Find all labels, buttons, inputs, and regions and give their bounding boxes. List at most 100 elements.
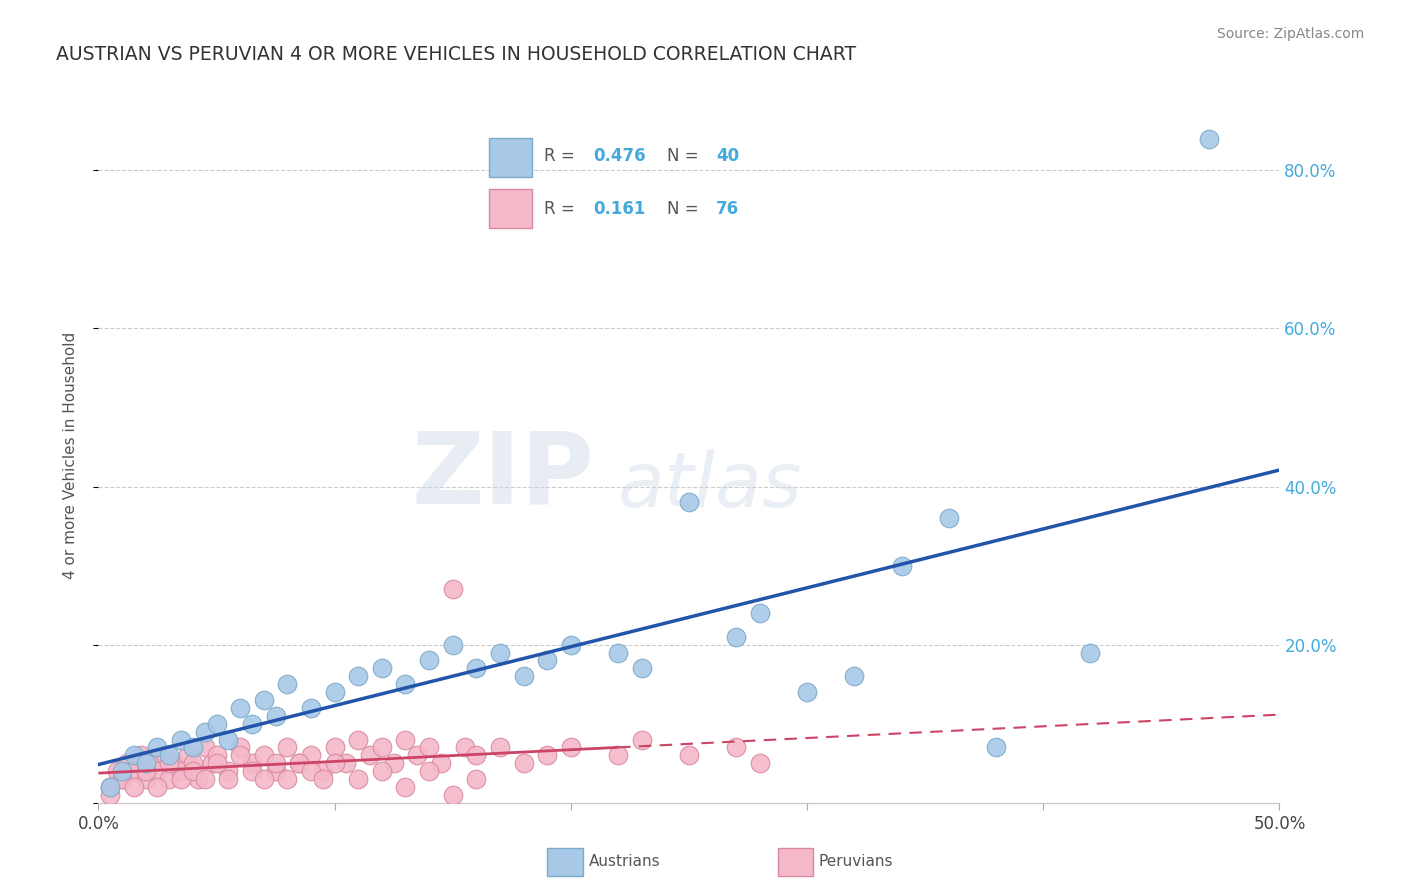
Point <box>276 740 298 755</box>
Point <box>441 638 464 652</box>
Point <box>796 685 818 699</box>
Point <box>135 756 157 771</box>
Point <box>312 772 335 786</box>
Point <box>371 740 394 755</box>
Point <box>465 661 488 675</box>
Point <box>607 748 630 763</box>
Point <box>418 764 440 779</box>
Point <box>177 748 200 763</box>
Point <box>748 606 770 620</box>
Point <box>253 748 276 763</box>
Point <box>725 630 748 644</box>
Point <box>111 772 134 786</box>
Point <box>394 780 416 794</box>
Point <box>217 772 239 786</box>
Point <box>122 764 145 779</box>
Text: AUSTRIAN VS PERUVIAN 4 OR MORE VEHICLES IN HOUSEHOLD CORRELATION CHART: AUSTRIAN VS PERUVIAN 4 OR MORE VEHICLES … <box>56 45 856 63</box>
Point <box>288 756 311 771</box>
Point <box>170 732 193 747</box>
FancyBboxPatch shape <box>778 848 813 876</box>
Point <box>418 740 440 755</box>
Point <box>347 669 370 683</box>
Point <box>678 748 700 763</box>
Point <box>146 780 169 794</box>
Point <box>512 669 534 683</box>
Point <box>139 756 162 771</box>
Point <box>1198 131 1220 145</box>
Point <box>844 669 866 683</box>
Point <box>299 701 322 715</box>
Point <box>335 756 357 771</box>
Point <box>678 495 700 509</box>
Point <box>984 740 1007 755</box>
Point <box>406 748 429 763</box>
Point <box>288 756 311 771</box>
Point <box>630 661 652 675</box>
Point <box>170 764 193 779</box>
Point <box>264 756 287 771</box>
Point <box>253 772 276 786</box>
Point <box>240 764 263 779</box>
Point <box>359 748 381 763</box>
Point <box>240 716 263 731</box>
Point <box>441 582 464 597</box>
Point <box>146 764 169 779</box>
Point <box>371 661 394 675</box>
Point <box>205 748 228 763</box>
Point <box>890 558 912 573</box>
Point <box>181 756 204 771</box>
Point <box>181 764 204 779</box>
Point <box>129 748 152 763</box>
Point <box>489 646 512 660</box>
Point <box>170 772 193 786</box>
Point <box>157 748 180 763</box>
Point <box>146 740 169 755</box>
Point <box>394 732 416 747</box>
Point <box>217 764 239 779</box>
Point <box>299 764 322 779</box>
Point <box>111 764 134 779</box>
Text: Austrians: Austrians <box>589 855 661 870</box>
Point <box>323 740 346 755</box>
Point <box>122 748 145 763</box>
Point <box>135 772 157 786</box>
Point <box>240 756 263 771</box>
Point <box>153 748 176 763</box>
Point <box>323 685 346 699</box>
Point <box>98 780 121 794</box>
FancyBboxPatch shape <box>547 848 582 876</box>
Point <box>122 780 145 794</box>
Point <box>163 756 186 771</box>
Point <box>536 748 558 763</box>
Point <box>229 740 252 755</box>
Point <box>347 772 370 786</box>
Point <box>194 772 217 786</box>
Point <box>430 756 453 771</box>
Point <box>938 511 960 525</box>
Point <box>187 772 209 786</box>
Point <box>157 756 180 771</box>
Point <box>194 724 217 739</box>
Y-axis label: 4 or more Vehicles in Household: 4 or more Vehicles in Household <box>63 331 77 579</box>
Point <box>229 701 252 715</box>
Point <box>371 764 394 779</box>
Point <box>276 677 298 691</box>
Point <box>560 638 582 652</box>
Point <box>105 764 128 779</box>
Point <box>725 740 748 755</box>
Point <box>98 788 121 802</box>
Point <box>382 756 405 771</box>
Point <box>465 748 488 763</box>
Text: ZIP: ZIP <box>412 427 595 524</box>
Point <box>453 740 475 755</box>
Point <box>489 740 512 755</box>
Point <box>253 693 276 707</box>
Point <box>157 772 180 786</box>
Point <box>560 740 582 755</box>
Point <box>630 732 652 747</box>
Point <box>98 780 121 794</box>
Text: atlas: atlas <box>619 450 803 524</box>
Point <box>465 772 488 786</box>
Point <box>194 740 217 755</box>
Point <box>607 646 630 660</box>
